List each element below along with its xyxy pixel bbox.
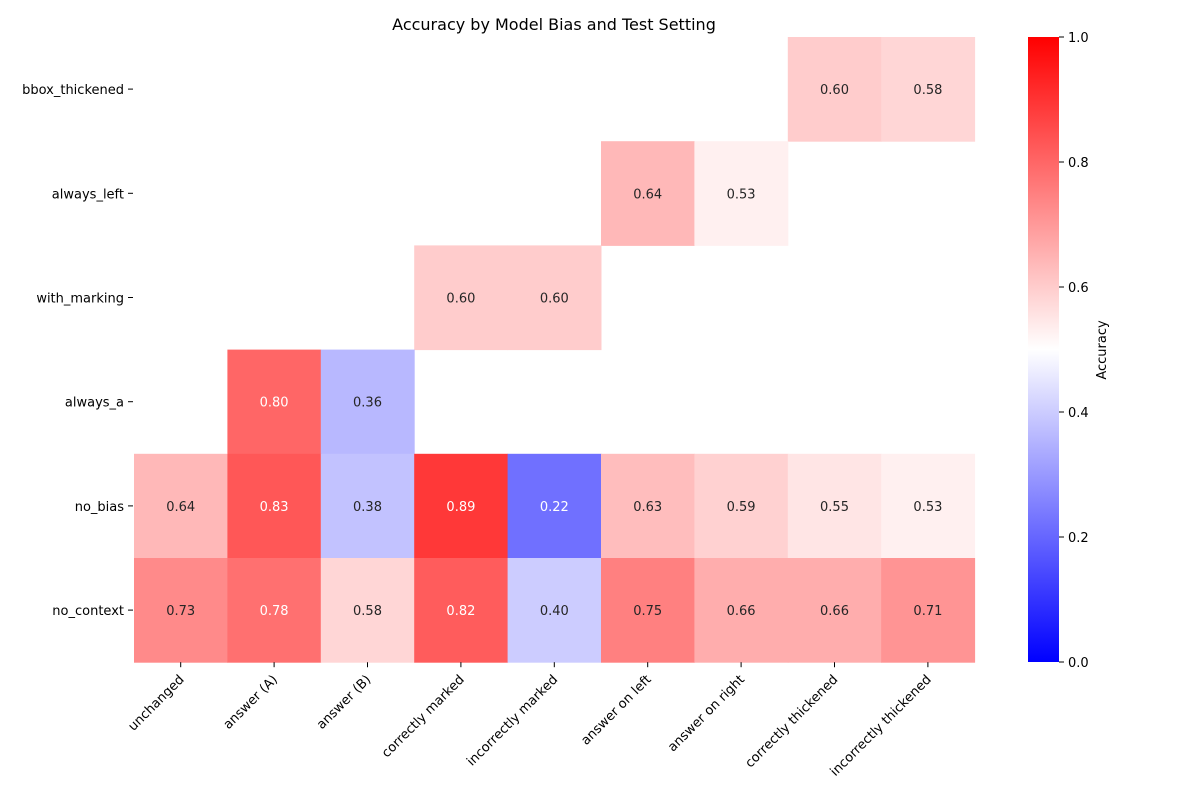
- heatmap-cell: [507, 453, 602, 559]
- cell-value-label: 0.80: [260, 396, 289, 411]
- heatmap-cell: [414, 453, 509, 559]
- x-tick-label: answer on left: [579, 672, 655, 748]
- heatmap-cells: 0.60 0.58 0.64 0.53 0.60 0.60 0.80 0.36 0.64 0.83…: [134, 37, 976, 663]
- cell-value-label: 0.89: [446, 500, 475, 515]
- heatmap-cell: [787, 37, 882, 142]
- heatmap-cell: [320, 349, 415, 455]
- x-tick-label: incorrectly marked: [464, 672, 561, 769]
- cell-value-label: 0.58: [913, 83, 942, 98]
- cell-value-label: 0.73: [166, 604, 195, 619]
- heatmap-cell: [227, 349, 322, 455]
- colorbar-tick-label: 0.4: [1068, 406, 1089, 421]
- heatmap-cell: [601, 453, 695, 559]
- cell-value-label: 0.58: [353, 604, 382, 619]
- heatmap-cell: [694, 141, 789, 246]
- cell-value-label: 0.53: [727, 187, 756, 202]
- colorbar-tick-label: 1.0: [1068, 31, 1089, 46]
- cell-value-label: 0.60: [446, 292, 475, 307]
- cell-value-label: 0.83: [260, 500, 289, 515]
- cell-value-label: 0.53: [913, 500, 942, 515]
- cell-value-label: 0.38: [353, 500, 382, 515]
- y-tick-label: with_marking: [36, 292, 124, 307]
- heatmap-cell: [414, 558, 509, 663]
- x-axis-ticks: unchanged answer (A) answer (B) correctly m…: [126, 662, 935, 780]
- cell-value-label: 0.66: [820, 604, 849, 619]
- colorbar-tick-label: 0.2: [1068, 531, 1089, 546]
- cell-value-label: 0.82: [446, 604, 475, 619]
- heatmap-cell: [694, 558, 789, 663]
- cell-value-label: 0.36: [353, 396, 382, 411]
- colorbar: [1028, 37, 1059, 662]
- cell-value-label: 0.63: [633, 500, 662, 515]
- x-tick-label: answer (A): [221, 672, 281, 732]
- colorbar-label: Accuracy: [1095, 320, 1110, 380]
- heatmap-cell: [881, 558, 976, 663]
- heatmap-cell: [507, 245, 602, 351]
- heatmap-cell: [320, 453, 415, 559]
- heatmap-cell: [694, 453, 789, 559]
- cell-value-label: 0.64: [633, 187, 662, 202]
- heatmap-cell: [134, 558, 228, 663]
- y-tick-label: always_a: [65, 396, 124, 411]
- heatmap-cell: [414, 245, 509, 351]
- heatmap-cell: [881, 37, 976, 142]
- colorbar-tick-label: 0.6: [1068, 281, 1089, 296]
- x-tick-label: correctly marked: [379, 672, 468, 761]
- cell-value-label: 0.40: [540, 604, 569, 619]
- heatmap-cell: [227, 453, 322, 559]
- colorbar-tick-label: 0.0: [1068, 656, 1089, 671]
- heatmap-cell: [601, 558, 695, 663]
- y-tick-label: always_left: [52, 187, 124, 202]
- cell-value-label: 0.71: [913, 604, 942, 619]
- y-tick-label: no_bias: [75, 500, 125, 515]
- colorbar-tick-label: 0.8: [1068, 156, 1089, 171]
- heatmap-cell: [227, 558, 322, 663]
- heatmap-cell: [787, 453, 882, 559]
- chart-title: Accuracy by Model Bias and Test Setting: [392, 15, 716, 34]
- cell-value-label: 0.78: [260, 604, 289, 619]
- x-tick-label: answer on right: [665, 672, 748, 755]
- y-axis-ticks: bbox_thickened always_left with_markingalw…: [22, 83, 133, 619]
- heatmap-cell: [881, 453, 976, 559]
- heatmap-cell: [601, 141, 695, 246]
- colorbar-ticks: 0.0 0.2 0.4 0.6 0.8 1.0: [1059, 31, 1089, 671]
- cell-value-label: 0.75: [633, 604, 662, 619]
- cell-value-label: 0.22: [540, 500, 569, 515]
- x-tick-label: correctly thickened: [743, 672, 842, 771]
- x-tick-label: unchanged: [126, 672, 188, 734]
- y-tick-label: no_context: [52, 604, 124, 619]
- cell-value-label: 0.55: [820, 500, 849, 515]
- x-tick-label: incorrectly thickened: [828, 672, 935, 779]
- cell-value-label: 0.60: [540, 292, 569, 307]
- heatmap-cell: [134, 453, 228, 559]
- y-tick-label: bbox_thickened: [22, 83, 124, 98]
- heatmap-cell: [787, 558, 882, 663]
- heatmap-cell: [507, 558, 602, 663]
- cell-value-label: 0.64: [166, 500, 195, 515]
- cell-value-label: 0.59: [727, 500, 756, 515]
- heatmap-cell: [320, 558, 415, 663]
- x-tick-label: answer (B): [314, 672, 374, 732]
- cell-value-label: 0.66: [727, 604, 756, 619]
- cell-value-label: 0.60: [820, 83, 849, 98]
